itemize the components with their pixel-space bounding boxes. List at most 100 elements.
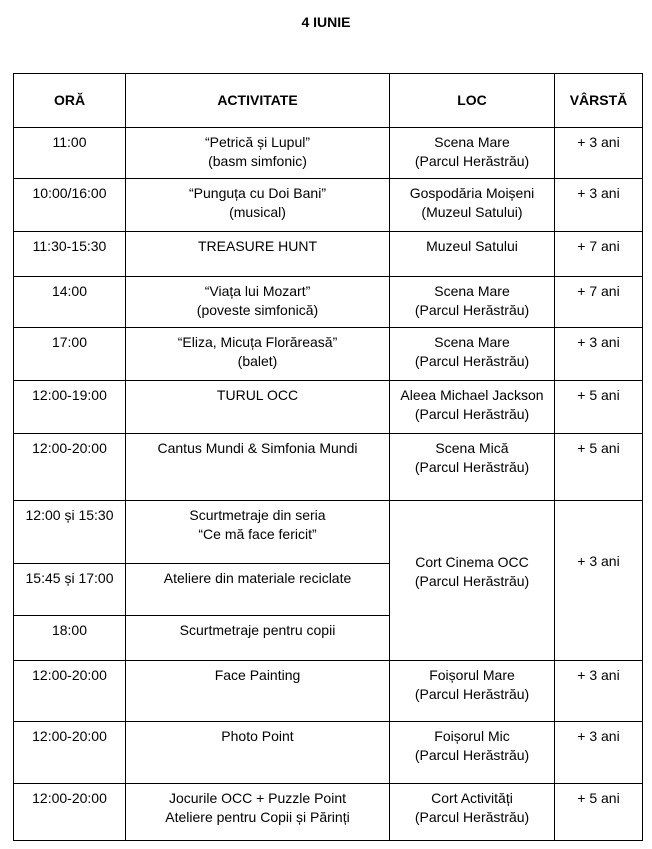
activity-cell: Scurtmetraje din seria “Ce mă face ferici… xyxy=(125,500,390,564)
table-row: 18:00 Scurtmetraje pentru copii xyxy=(13,615,643,661)
age-cell-text: + 5 ani xyxy=(577,387,620,403)
time-cell-text: 12:00-20:00 xyxy=(32,790,107,806)
age-cell-text: + 3 ani xyxy=(577,667,620,683)
place-cell-text: Gospodăria Moișeni xyxy=(409,185,535,201)
header-row: ORĂ ACTIVITATE LOC VÂRSTĂ xyxy=(13,73,643,128)
activity-cell: Ateliere din materiale reciclate xyxy=(125,563,390,616)
time-cell: 12:00 și 15:30 xyxy=(13,500,126,564)
place-cell-text: Scena Mare xyxy=(434,334,510,350)
place-cell: Foișorul Mic (Parcul Herăstrău) xyxy=(389,721,555,784)
activity-cell-text: (balet) xyxy=(237,353,278,369)
age-cell-text: + 7 ani xyxy=(577,283,620,299)
age-cell: + 7 ani xyxy=(554,231,643,277)
table-row: 12:00-20:00 Cantus Mundi & Simfonia Mundi… xyxy=(13,433,643,501)
activity-cell-text: TURUL OCC xyxy=(216,387,299,403)
activity-cell-text: Scurtmetraje pentru copii xyxy=(179,622,336,638)
header-time: ORĂ xyxy=(13,73,126,128)
place-cell: Scena Mare (Parcul Herăstrău) xyxy=(389,276,555,328)
activity-cell-text: Face Painting xyxy=(214,667,301,683)
activity-cell-text: Photo Point xyxy=(221,728,294,744)
activity-cell: TREASURE HUNT xyxy=(125,231,390,277)
table-row: 15:45 și 17:00 Ateliere din materiale rec… xyxy=(13,563,643,616)
table-row: 11:00 “Petrică și Lupul” (basm simfonic) Sc… xyxy=(13,127,643,179)
activity-cell-text: Ateliere pentru Copii și Părinți xyxy=(165,809,350,825)
activity-cell-text: Jocurile OCC + Puzzle Point xyxy=(168,790,347,806)
age-cell-text: + 3 ani xyxy=(577,185,620,201)
time-cell: 18:00 xyxy=(13,615,126,661)
time-cell: 15:45 și 17:00 xyxy=(13,563,126,616)
header-activity: ACTIVITATE xyxy=(125,73,390,128)
table-row: 12:00-20:00 Face Painting Foișorul Mare (Pa… xyxy=(13,660,643,722)
activity-cell-text: Cantus Mundi & Simfonia Mundi xyxy=(157,440,358,456)
activity-cell: Scurtmetraje pentru copii xyxy=(125,615,390,661)
age-cell: + 3 ani xyxy=(554,500,643,661)
activity-cell-text: Ateliere din materiale reciclate xyxy=(163,570,352,586)
activity-cell-text: “Punguța cu Doi Bani” xyxy=(189,185,326,201)
age-cell-text: + 5 ani xyxy=(577,440,620,456)
age-cell: + 5 ani xyxy=(554,380,643,434)
place-cell-text: (Parcul Herăstrău) xyxy=(414,686,530,702)
time-cell: 11:30-15:30 xyxy=(13,231,126,277)
place-cell-text: (Parcul Herăstrău) xyxy=(414,747,530,763)
age-cell: + 3 ani xyxy=(554,721,643,784)
time-cell: 10:00/16:00 xyxy=(13,178,126,232)
time-cell-text: 12:00-20:00 xyxy=(32,667,107,683)
age-cell: + 7 ani xyxy=(554,276,643,328)
activity-cell: Jocurile OCC + Puzzle Point Ateliere pent… xyxy=(125,783,390,841)
time-cell: 14:00 xyxy=(13,276,126,328)
place-cell-text: Scena Mare xyxy=(434,283,510,299)
place-cell-text: (Parcul Herăstrău) xyxy=(414,406,530,422)
time-cell-text: 14:00 xyxy=(51,283,88,299)
activity-cell-text: “Ce mă face fericit” xyxy=(198,526,317,542)
activity-cell-text: “Petrică și Lupul” xyxy=(204,134,311,150)
place-cell: Cort Cinema OCC (Parcul Herăstrău) xyxy=(389,500,555,661)
header-place: LOC xyxy=(389,73,555,128)
activity-cell: “Viața lui Mozart” (poveste simfonică) xyxy=(125,276,390,328)
place-cell-text: (Parcul Herăstrău) xyxy=(414,302,530,318)
time-cell-text: 11:00 xyxy=(52,134,87,150)
time-cell: 12:00-20:00 xyxy=(13,660,126,722)
age-cell: + 5 ani xyxy=(554,433,643,501)
place-cell-text: Foișorul Mare xyxy=(429,667,515,683)
table-row: 12:00-20:00 Photo Point Foișorul Mic (Parcu… xyxy=(13,721,643,784)
age-cell-text: + 3 ani xyxy=(577,728,620,744)
time-cell: 11:00 xyxy=(13,127,126,179)
table-row: 12:00-20:00 Jocurile OCC + Puzzle Point At… xyxy=(13,783,643,841)
place-cell-text: Aleea Michael Jackson xyxy=(400,387,544,403)
age-cell-text: + 3 ani xyxy=(577,134,620,150)
place-cell-text: Foișorul Mic xyxy=(434,728,510,744)
time-cell-text: 11:30-15:30 xyxy=(32,238,107,254)
activity-cell: Face Painting xyxy=(125,660,390,722)
time-cell-text: 17:00 xyxy=(51,334,88,350)
time-cell-text: 10:00/16:00 xyxy=(32,185,107,201)
activity-cell-text: Scurtmetraje din seria xyxy=(189,507,326,523)
activity-cell: “Punguța cu Doi Bani” (musical) xyxy=(125,178,390,232)
place-cell: Muzeul Satului xyxy=(389,231,555,277)
table-row: 12:00-19:00 TURUL OCC Aleea Michael Jackso… xyxy=(13,380,643,434)
place-cell: Cort Activități (Parcul Herăstrău) xyxy=(389,783,555,841)
place-cell: Scena Mare (Parcul Herăstrău) xyxy=(389,127,555,179)
time-cell-text: 12:00-20:00 xyxy=(32,728,107,744)
age-cell: + 3 ani xyxy=(554,178,643,232)
age-cell-text: + 3 ani xyxy=(577,334,620,350)
place-cell-text: (Parcul Herăstrău) xyxy=(414,353,530,369)
schedule-table: ORĂ ACTIVITATE LOC VÂRSTĂ 11:00 “Petrică … xyxy=(13,73,643,841)
time-cell-text: 12:00-19:00 xyxy=(32,387,107,403)
age-cell-text: + 5 ani xyxy=(577,790,620,806)
age-cell: + 3 ani xyxy=(554,327,643,381)
table-row: 17:00 “Eliza, Micuța Florăreasă” (balet) Sc… xyxy=(13,327,643,381)
age-cell-text: + 3 ani xyxy=(577,553,620,569)
activity-cell: “Petrică și Lupul” (basm simfonic) xyxy=(125,127,390,179)
activity-cell: Photo Point xyxy=(125,721,390,784)
time-cell-text: 12:00-20:00 xyxy=(32,440,107,456)
activity-cell-text: “Eliza, Micuța Florăreasă” xyxy=(177,334,338,350)
place-cell: Aleea Michael Jackson (Parcul Herăstrău) xyxy=(389,380,555,434)
table-row: 10:00/16:00 “Punguța cu Doi Bani” (musical… xyxy=(13,178,643,232)
header-age: VÂRSTĂ xyxy=(554,73,643,128)
table-row: 11:30-15:30 TREASURE HUNT Muzeul Satului + … xyxy=(13,231,643,277)
place-cell-text: (Parcul Herăstrău) xyxy=(414,459,530,475)
place-cell-text: Cort Cinema OCC xyxy=(415,553,529,570)
age-cell: + 3 ani xyxy=(554,660,643,722)
place-cell-text: (Parcul Herăstrău) xyxy=(414,809,530,825)
activity-cell-text: (musical) xyxy=(229,204,286,220)
